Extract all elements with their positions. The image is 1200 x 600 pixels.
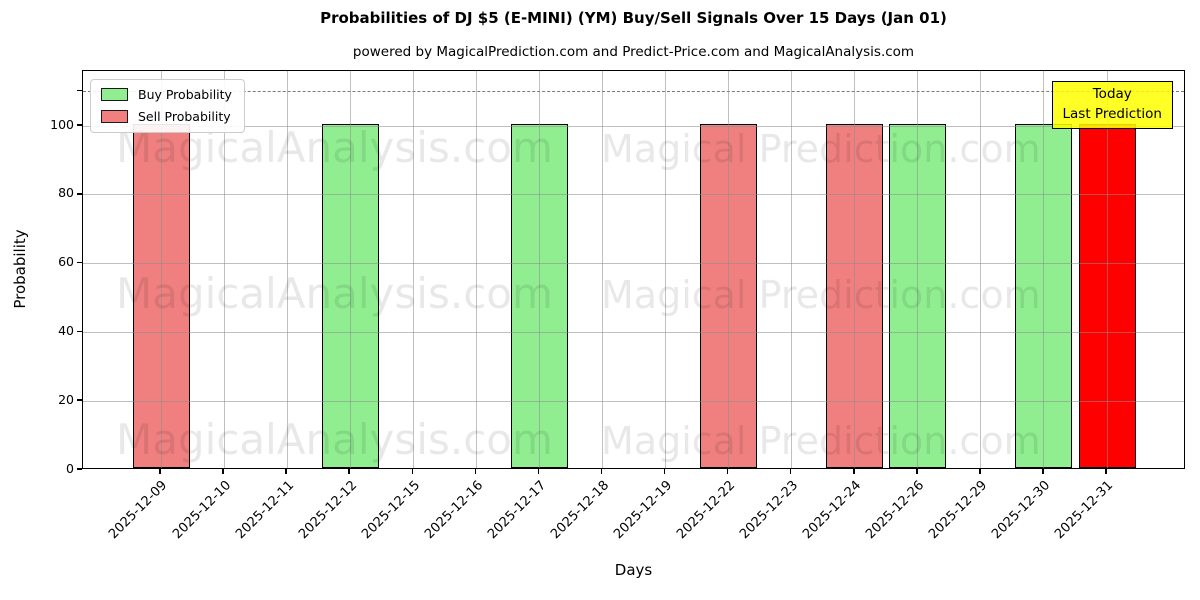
y-tick-label: 80 (58, 185, 74, 201)
v-gridline (286, 71, 288, 468)
x-tick (348, 469, 350, 474)
h-gridline (83, 194, 1184, 196)
x-tick (663, 469, 666, 474)
x-tick (285, 469, 287, 474)
watermark-text: Magical Prediction.com (601, 419, 1041, 463)
y-tick (77, 399, 82, 401)
x-tick-label-text: 2025-12-12 (295, 478, 360, 543)
v-gridline (665, 71, 667, 468)
x-tick (979, 469, 981, 474)
watermark-text: MagicalAnalysis.com (116, 269, 553, 318)
v-gridline (980, 71, 982, 468)
x-tick (600, 469, 603, 474)
x-tick-label-text: 2025-12-11 (232, 478, 297, 543)
x-tick-label-text: 2025-12-09 (106, 478, 171, 543)
v-gridline (475, 71, 477, 468)
y-tick-label: 0 (66, 460, 74, 476)
x-tick-label-text: 2025-12-29 (926, 478, 991, 543)
x-tick-label-text: 2025-12-17 (484, 478, 550, 543)
x-tick-label-text: 2025-12-31 (1052, 478, 1117, 543)
v-gridline (917, 71, 919, 468)
x-tick-label-text: 2025-12-16 (421, 478, 486, 543)
y-tick-label: 100 (50, 116, 74, 132)
x-tick-label-text: 2025-12-23 (737, 478, 802, 543)
x-tick (537, 469, 540, 474)
y-tick (77, 330, 82, 333)
h-gridline (83, 263, 1184, 265)
y-tick (77, 89, 82, 92)
x-tick (1105, 469, 1107, 474)
v-gridline (538, 71, 540, 468)
h-gridline (83, 125, 1184, 127)
y-tick-label: 20 (58, 391, 74, 407)
legend-item-sell: Sell Probability (101, 109, 232, 124)
x-tick (916, 469, 918, 474)
dashed-reference-line (83, 90, 1184, 92)
x-tick (789, 469, 792, 474)
buy-swatch-icon (101, 88, 128, 101)
y-tick (77, 468, 82, 470)
v-gridline (349, 71, 351, 468)
today-annotation-line2: Last Prediction (1062, 105, 1162, 122)
x-tick (474, 469, 477, 474)
y-tick (77, 193, 82, 195)
v-gridline (1106, 71, 1108, 468)
plot-area: Buy Probability Sell Probability Today L… (82, 70, 1185, 469)
v-gridline (412, 71, 414, 468)
y-tick (77, 261, 82, 264)
x-tick-label-text: 2025-12-24 (800, 478, 865, 543)
x-tick (222, 469, 224, 474)
today-annotation-line1: Today (1092, 86, 1132, 102)
x-tick-label-text: 2025-12-26 (863, 478, 928, 543)
watermark-text: Magical Prediction.com (601, 127, 1041, 171)
x-axis-label: Days (614, 561, 653, 579)
legend-label-sell: Sell Probability (138, 109, 231, 124)
y-tick-label: 60 (58, 254, 74, 270)
h-gridline (83, 400, 1184, 402)
chart-subtitle: powered by MagicalPrediction.com and Pre… (352, 44, 915, 60)
legend-label-buy: Buy Probability (138, 87, 232, 102)
x-tick-label-text: 2025-12-30 (989, 478, 1054, 543)
x-tick-label-text: 2025-12-18 (548, 478, 613, 543)
v-gridline (728, 71, 730, 468)
v-gridline (854, 71, 856, 468)
v-gridline (160, 71, 162, 468)
watermark-text: MagicalAnalysis.com (116, 123, 553, 172)
x-tick (726, 469, 729, 474)
v-gridline (1043, 71, 1045, 468)
v-gridline (601, 71, 603, 468)
x-tick (411, 469, 414, 474)
x-tick (1042, 469, 1044, 474)
v-gridline (791, 71, 793, 468)
v-gridline (223, 71, 225, 468)
y-tick (77, 124, 82, 126)
today-annotation: Today Last Prediction (1051, 81, 1173, 130)
watermark-text: MagicalAnalysis.com (116, 415, 553, 464)
sell-swatch-icon (101, 110, 128, 123)
y-tick-label: 40 (58, 322, 74, 338)
chart-title: Probabilities of DJ $5 (E-MINI) (YM) Buy… (320, 9, 947, 27)
x-tick (159, 469, 161, 474)
x-tick-label-text: 2025-12-10 (169, 478, 234, 543)
x-tick-label-text: 2025-12-19 (611, 478, 676, 543)
x-tick (853, 469, 855, 474)
legend-item-buy: Buy Probability (101, 87, 232, 102)
x-tick-label-text: 2025-12-15 (358, 478, 423, 543)
h-gridline (83, 331, 1184, 333)
legend: Buy Probability Sell Probability (90, 79, 245, 133)
watermark-text: Magical Prediction.com (601, 273, 1041, 317)
x-tick-label-text: 2025-12-22 (674, 478, 739, 543)
